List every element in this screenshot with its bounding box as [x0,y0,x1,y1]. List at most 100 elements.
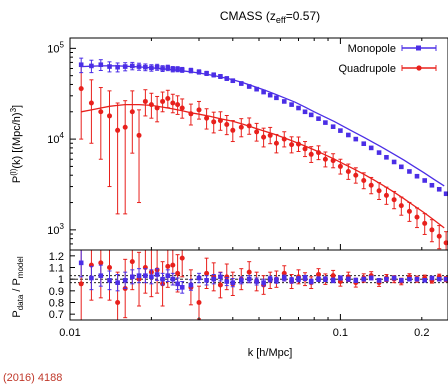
quadrupole-point [160,91,166,113]
monopole-ratio-point [308,278,314,285]
monopole-ratio-marker [261,280,266,285]
monopole-ratio-marker [414,276,420,282]
quadrupole-marker [391,197,397,203]
monopole-ratio-marker [361,276,367,282]
quadrupole-point [383,186,389,205]
quadrupole-point [429,219,435,243]
quadrupole-point [204,108,210,130]
monopole-point [254,86,259,92]
legend-item-quadrupole: Quadrupole [339,63,437,75]
monopole-point [330,124,336,129]
quadrupole-ratio-marker [246,269,252,275]
monopole-ratio-marker [323,276,328,282]
monopole-point [289,102,294,107]
monopole-point [165,64,171,72]
quadrupole-ratio-marker [115,300,121,305]
quadrupole-point [261,127,267,148]
monopole-point [267,92,273,98]
monopole-marker [254,86,259,92]
monopole-ratio-marker [246,276,252,282]
quadrupole-point [436,225,442,250]
monopole-point [143,63,148,72]
quadrupole-point [337,158,343,175]
monopole-marker [330,124,336,129]
quadrupole-marker [376,188,382,194]
quadrupole-point [281,131,287,148]
monopole-marker [399,164,404,170]
quadrupole-point [296,136,302,153]
monopole-point [316,116,321,121]
monopole-ratio-point [130,269,135,285]
monopole-ratio-marker [254,279,259,284]
monopole-ratio-marker [211,276,217,282]
quadrupole-marker [246,123,252,129]
monopole-ratio-point [391,275,397,281]
lower-y-tick-label: 1.1 [49,263,64,275]
quadrupole-point [246,117,252,135]
monopole-point [136,62,142,71]
monopole-ratio-point [368,275,374,281]
quadrupole-point [230,120,236,143]
monopole-point [179,66,185,73]
monopole-ratio-point [414,276,420,282]
monopole-ratio-point [407,276,412,282]
monopole-point [160,65,165,72]
monopole-ratio-point [78,250,84,278]
monopole-ratio-point [218,272,223,282]
monopole-point [196,69,202,75]
quadrupole-ratio-marker [224,274,230,280]
quadrupole-marker [289,142,295,148]
monopole-ratio-marker [436,276,442,282]
quadrupole-marker [115,127,121,133]
quadrupole-point [254,122,260,142]
monopole-ratio-point [429,275,435,281]
monopole-ratio-point [89,265,94,291]
quadrupole-marker [179,105,185,111]
monopole-ratio-marker [316,276,321,282]
monopole-ratio-marker [346,276,351,282]
monopole-marker [281,99,287,104]
quadrupole-marker [322,156,328,162]
monopole-ratio-marker [204,278,209,283]
monopole-marker [78,62,84,68]
quadrupole-ratio-point [196,285,202,320]
quadrupole-point [196,100,202,120]
monopole-point [436,186,442,192]
quadrupole-marker [308,151,314,157]
upper-y-tick-label: 105 [47,40,64,55]
monopole-ratio-marker [399,278,404,283]
monopole-marker [261,89,266,95]
monopole-ratio-marker [136,273,142,278]
legend: Monopole Quadrupole [339,43,437,75]
quadrupole-marker [398,203,404,209]
monopole-ratio-point [179,281,185,294]
monopole-ratio-marker [196,275,202,281]
quadrupole-marker [165,96,171,102]
monopole-point [443,191,448,197]
caption-fragment: (2016) 4188 [3,372,63,384]
monopole-ratio-point [143,268,148,284]
quadrupole-marker [429,227,435,233]
quadrupole-point [224,114,230,136]
monopole-ratio-marker [218,274,223,280]
monopole-marker [230,78,236,84]
quadrupole-point [98,87,104,160]
monopole-ratio-point [204,275,209,286]
monopole-marker [391,159,397,165]
monopole-ratio-marker [149,274,154,280]
monopole-ratio-marker [281,275,287,281]
monopole-point [302,109,308,115]
quadrupole-ratio-marker [175,270,181,276]
quadrupole-marker [122,124,128,130]
monopole-point [414,173,420,179]
quadrupole-marker [414,214,420,220]
x-axis-title: k [h/Mpc] [248,347,293,359]
quadrupole-marker [148,102,154,108]
monopole-marker [338,128,343,133]
quadrupole-point [107,90,113,188]
monopole-marker [376,150,382,155]
monopole-point [323,120,328,125]
monopole-point [224,76,230,81]
monopole-marker [165,65,171,71]
